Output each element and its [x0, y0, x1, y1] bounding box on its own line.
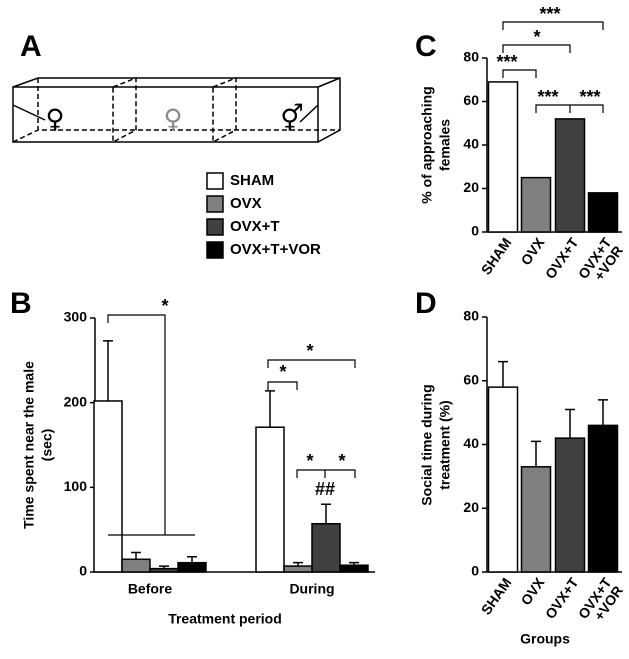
bar [93, 400, 123, 573]
error-bar [498, 360, 508, 388]
significance-mark: * [306, 341, 313, 361]
bar [554, 437, 586, 573]
bar [487, 81, 519, 233]
legend-swatch [206, 241, 224, 259]
error-bar [598, 399, 608, 426]
x-tick-label: SHAM [478, 575, 515, 618]
error-bar [103, 340, 113, 401]
significance-bracket [107, 314, 356, 536]
y-tick-label: 60 [463, 92, 479, 108]
y-tick-label: 100 [64, 478, 88, 494]
y-axis-label: treatment (%) [437, 400, 453, 489]
error-bar [265, 390, 275, 428]
bar [587, 192, 619, 233]
x-tick-label: SHAM [478, 235, 515, 278]
x-tick-label: OVX [517, 234, 547, 268]
panel-letter: A [20, 30, 42, 63]
bar [487, 386, 519, 573]
y-tick-label: 20 [463, 179, 479, 195]
bar [149, 567, 179, 573]
bar [520, 176, 552, 233]
significance-mark: * [306, 451, 313, 471]
significance-mark: * [279, 362, 286, 382]
bar [121, 558, 151, 573]
bar [283, 565, 313, 573]
panel-letter: B [10, 287, 32, 320]
y-axis-label: Social time during [419, 384, 435, 505]
x-tick-label: During [289, 581, 334, 597]
y-tick-label: 80 [463, 49, 479, 65]
error-bar [187, 556, 197, 563]
significance-mark: * [161, 296, 168, 316]
y-tick-label: 40 [463, 136, 479, 152]
error-bar [565, 408, 575, 439]
x-tick-label: OVX+T [542, 234, 582, 281]
bar [554, 118, 586, 233]
significance-mark: *** [539, 4, 560, 24]
y-tick-label: 40 [463, 435, 479, 451]
y-axis-label: (sec) [39, 429, 55, 462]
significance-mark: * [533, 27, 540, 47]
y-axis-label: % of approaching [419, 86, 435, 203]
y-tick-label: 60 [463, 371, 479, 387]
significance-bracket [502, 21, 604, 113]
significance-mark: *** [579, 87, 600, 107]
y-tick-label: 300 [64, 309, 88, 325]
significance-mark: *** [496, 52, 517, 72]
error-bar [131, 551, 141, 560]
significance-mark: *** [537, 87, 558, 107]
legend-label: OVX+T+VOR [230, 241, 321, 258]
x-tick-label: OVX+T [542, 574, 582, 621]
y-tick-label: 80 [463, 308, 479, 324]
x-axis-label: Groups [520, 631, 570, 647]
legend-swatch [206, 195, 224, 213]
sex-symbol: ♀ [163, 105, 182, 135]
bar [311, 522, 341, 573]
bar [177, 561, 207, 573]
bar [520, 466, 552, 573]
legend-label: OVX [230, 195, 262, 212]
x-axis-label: Treatment period [168, 611, 282, 627]
x-tick-label: OVX [517, 574, 547, 608]
significance-mark: * [338, 451, 345, 471]
y-tick-label: 0 [471, 563, 479, 579]
y-tick-label: 20 [463, 499, 479, 515]
error-bar [531, 440, 541, 467]
panel-letter: D [415, 287, 437, 320]
x-tick-label: Before [128, 581, 173, 597]
cage-diagram [12, 76, 341, 144]
y-tick-label: 200 [64, 393, 88, 409]
error-bar [321, 503, 331, 524]
sex-symbol: ♀ [45, 105, 64, 135]
y-axis-label: Time spent near the male [21, 361, 37, 529]
legend-swatch [206, 218, 224, 236]
panel-letter: C [415, 30, 437, 63]
bar [587, 424, 619, 573]
y-axis-label: females [437, 119, 453, 171]
bar [339, 564, 369, 573]
significance-mark: ## [315, 479, 335, 499]
legend-swatch [206, 172, 224, 190]
y-tick-label: 0 [79, 563, 87, 579]
legend-label: OVX+T [230, 218, 280, 235]
y-tick-label: 0 [471, 223, 479, 239]
sex-symbol: ⚥ [280, 104, 303, 135]
legend-label: SHAM [230, 172, 274, 189]
bar [255, 426, 285, 573]
